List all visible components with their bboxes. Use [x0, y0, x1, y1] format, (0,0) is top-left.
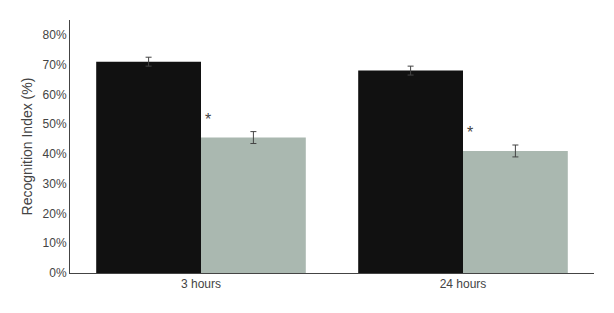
svg-text:40%: 40%	[43, 147, 67, 161]
svg-text:30%: 30%	[43, 177, 67, 191]
svg-text:50%: 50%	[43, 117, 67, 131]
svg-text:3 hours: 3 hours	[181, 277, 221, 291]
svg-text:Recognition Index (%): Recognition Index (%)	[19, 78, 35, 216]
svg-text:10%: 10%	[43, 236, 67, 250]
svg-text:*: *	[205, 111, 211, 128]
svg-text:60%: 60%	[43, 88, 67, 102]
svg-text:0%: 0%	[49, 266, 67, 280]
svg-text:24 hours: 24 hours	[440, 277, 487, 291]
svg-text:20%: 20%	[43, 207, 67, 221]
svg-text:70%: 70%	[43, 58, 67, 72]
svg-text:*: *	[467, 124, 473, 141]
svg-text:80%: 80%	[43, 28, 67, 42]
